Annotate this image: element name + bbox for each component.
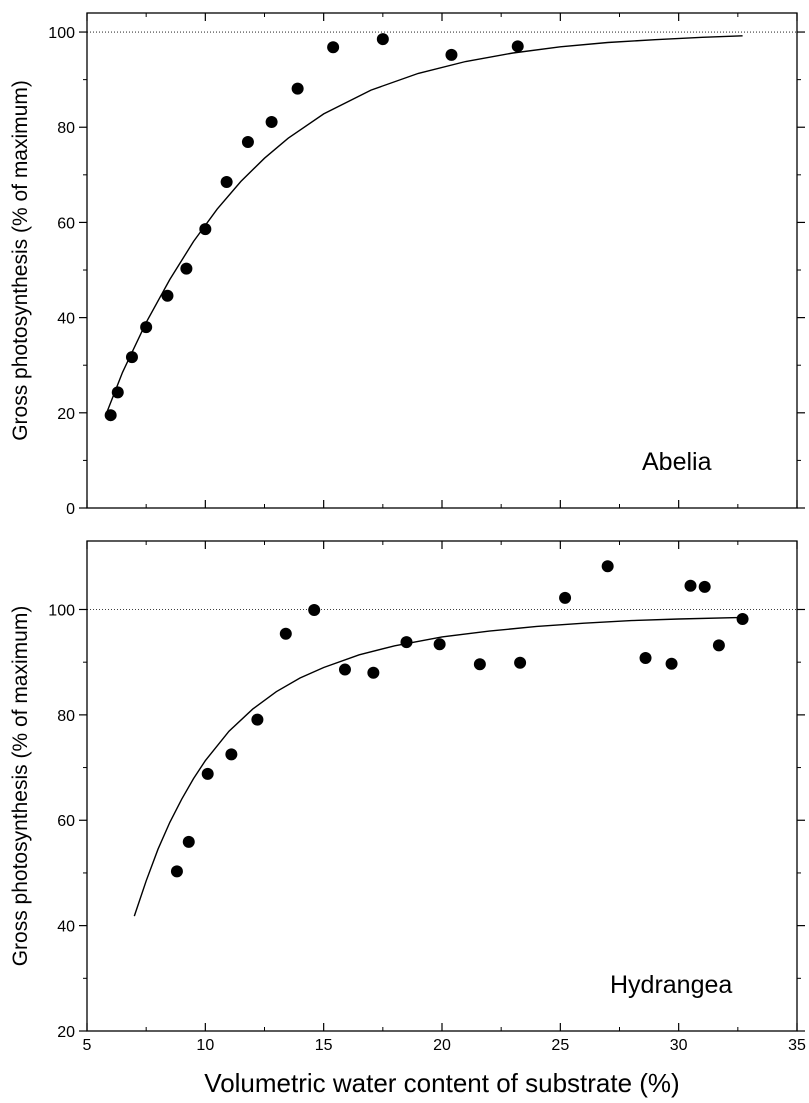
species-label: Abelia (642, 448, 712, 476)
fit-curve (105, 35, 743, 415)
x-tick-label: 30 (670, 1037, 688, 1054)
data-point (104, 409, 117, 422)
fit-curve (133, 616, 743, 917)
data-point (161, 289, 174, 302)
y-tick-label: 40 (57, 919, 75, 936)
data-point (665, 657, 678, 670)
y-tick-label: 0 (66, 501, 75, 518)
data-point (736, 612, 749, 625)
x-tick-label: 20 (433, 1037, 451, 1054)
abelia-panel: 0 20 40 60 80 100 Gross photosynthesis (% of m… (9, 12, 805, 518)
data-point (265, 115, 278, 128)
data-point (433, 638, 446, 651)
data-point (170, 865, 183, 878)
data-point (367, 666, 380, 679)
data-point (291, 82, 304, 95)
data-point (327, 41, 340, 54)
x-tick-label: 5 (83, 1037, 92, 1054)
data-point (225, 748, 238, 761)
plot-frame (86, 540, 798, 1032)
x-tick-label: 15 (315, 1037, 333, 1054)
y-tick-label: 80 (57, 120, 75, 137)
data-point (308, 604, 321, 617)
y-tick-label: 80 (57, 708, 75, 725)
y-axis-title: Gross photosynthesis (% of maximum) (9, 80, 32, 441)
data-point (338, 663, 351, 676)
data-point (140, 321, 153, 334)
species-label: Hydrangea (610, 971, 732, 999)
data-point (400, 636, 413, 649)
data-point (182, 835, 195, 848)
y-tick-label: 100 (48, 25, 75, 42)
data-point (514, 656, 527, 669)
plot-frame (86, 12, 798, 509)
data-point (180, 262, 193, 275)
data-point (111, 386, 124, 399)
y-tick-label: 40 (57, 311, 75, 328)
data-point (125, 351, 138, 364)
y-axis-title: Gross photosynthesis (% of maximum) (9, 606, 32, 967)
data-point (199, 223, 212, 236)
data-point (698, 580, 711, 593)
data-point (473, 658, 486, 671)
x-tick-label: 10 (196, 1037, 214, 1054)
data-point (712, 639, 725, 652)
data-point (201, 767, 214, 780)
data-point (559, 591, 572, 604)
data-point (376, 33, 389, 46)
y-tick-label: 60 (57, 215, 75, 232)
y-tick-label: 20 (57, 406, 75, 423)
data-point (220, 175, 233, 188)
data-point (511, 40, 524, 53)
x-tick-label: 35 (788, 1037, 806, 1054)
data-point (241, 135, 254, 148)
data-point (639, 651, 652, 664)
x-tick-label: 25 (551, 1037, 569, 1054)
data-point (684, 579, 697, 592)
x-axis-title: Volumetric water content of substrate (%… (204, 1068, 679, 1098)
data-point (251, 713, 264, 726)
y-tick-label: 60 (57, 813, 75, 830)
data-point (445, 48, 458, 61)
hydrangea-panel: 5 10 15 20 25 30 35 20 40 60 80 100 Gross photosynth… (9, 540, 806, 1054)
data-point (601, 560, 614, 573)
y-tick-label: 20 (57, 1024, 75, 1041)
y-tick-label: 100 (48, 602, 75, 619)
data-point (279, 627, 292, 640)
